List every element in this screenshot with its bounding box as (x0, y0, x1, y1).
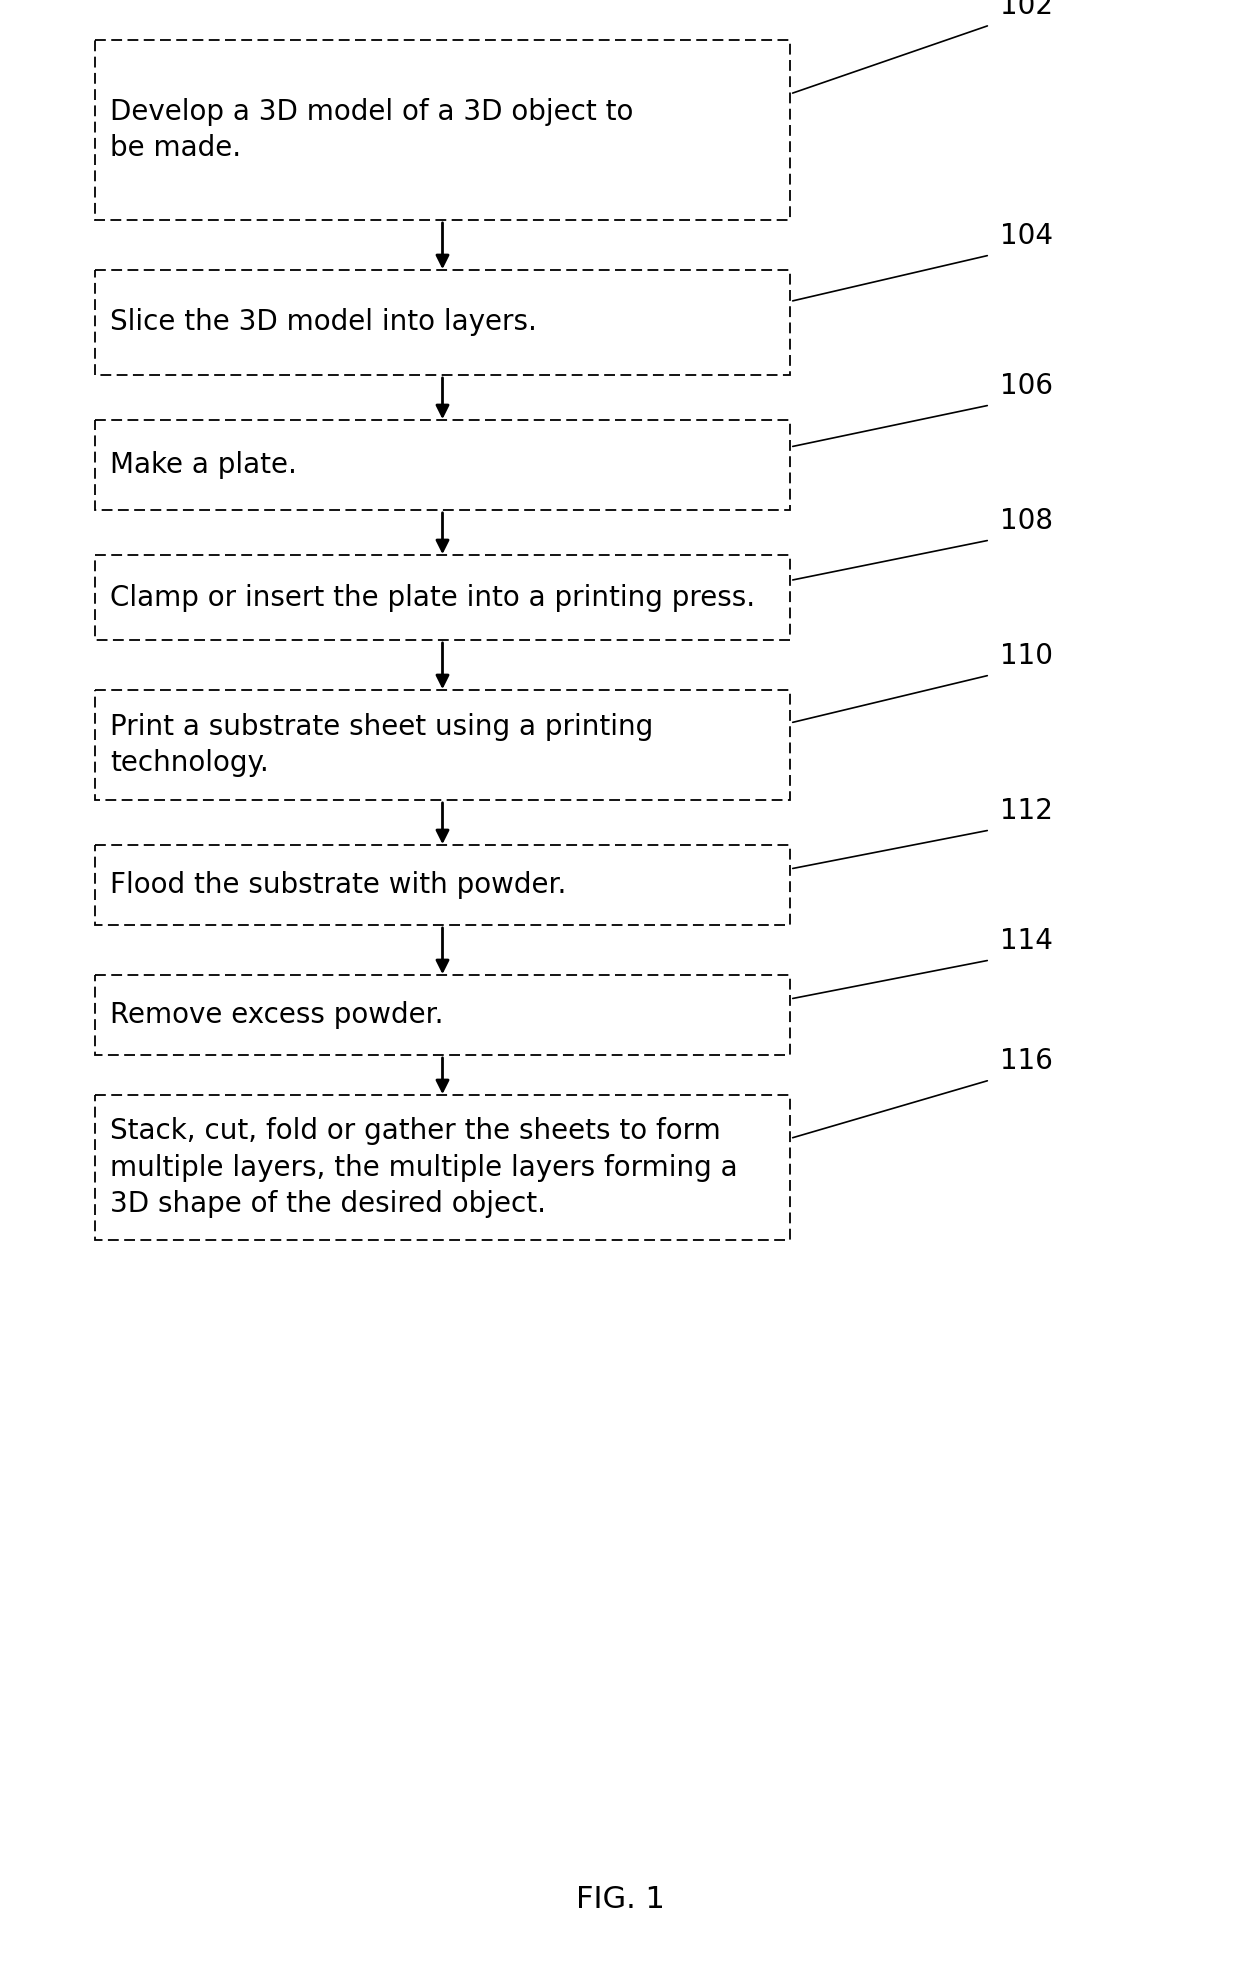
Text: Stack, cut, fold or gather the sheets to form
multiple layers, the multiple laye: Stack, cut, fold or gather the sheets to… (110, 1117, 738, 1218)
Bar (95, 689, 790, 800)
Text: 110: 110 (999, 642, 1053, 669)
Bar (95, 554, 790, 640)
Text: Flood the substrate with powder.: Flood the substrate with powder. (110, 871, 567, 899)
Bar (95, 845, 790, 925)
Text: FIG. 1: FIG. 1 (575, 1885, 665, 1915)
Text: Print a substrate sheet using a printing
technology.: Print a substrate sheet using a printing… (110, 713, 653, 778)
Text: Slice the 3D model into layers.: Slice the 3D model into layers. (110, 309, 537, 337)
Text: 114: 114 (999, 927, 1053, 954)
Text: 104: 104 (999, 222, 1053, 249)
Bar (95, 974, 790, 1055)
Text: Make a plate.: Make a plate. (110, 451, 296, 479)
Bar (95, 40, 790, 220)
Text: 108: 108 (999, 507, 1053, 535)
Text: Clamp or insert the plate into a printing press.: Clamp or insert the plate into a printin… (110, 584, 755, 612)
Text: 112: 112 (999, 798, 1053, 826)
Text: Develop a 3D model of a 3D object to
be made.: Develop a 3D model of a 3D object to be … (110, 97, 634, 162)
Text: 116: 116 (999, 1047, 1053, 1075)
Text: Remove excess powder.: Remove excess powder. (110, 1002, 444, 1030)
Bar (95, 1095, 790, 1239)
Bar (95, 420, 790, 511)
Text: 106: 106 (999, 372, 1053, 400)
Bar (95, 269, 790, 374)
Text: 102: 102 (999, 0, 1053, 20)
